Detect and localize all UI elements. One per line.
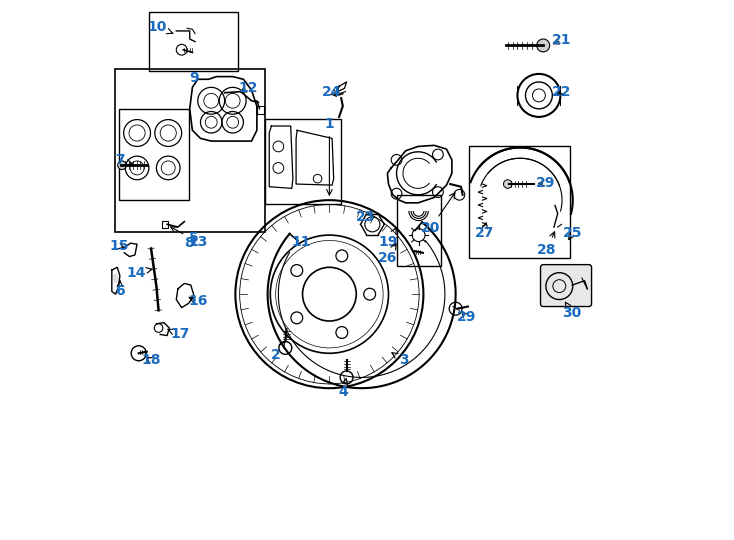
Text: 9: 9: [189, 71, 199, 85]
Text: 28: 28: [537, 232, 556, 256]
Text: 26: 26: [378, 244, 397, 265]
Bar: [265, 118, 341, 205]
Bar: [119, 109, 189, 200]
Text: 1: 1: [324, 117, 334, 195]
Bar: [396, 195, 441, 266]
Text: 30: 30: [562, 302, 582, 320]
Text: 4: 4: [338, 379, 348, 400]
Bar: [150, 12, 238, 71]
Text: 6: 6: [115, 281, 125, 299]
Text: 23: 23: [356, 211, 376, 224]
Text: 25: 25: [562, 226, 582, 240]
Text: 22: 22: [552, 85, 571, 99]
Text: 21: 21: [552, 33, 571, 47]
Text: 13: 13: [171, 227, 208, 249]
Circle shape: [504, 180, 512, 188]
Polygon shape: [112, 273, 119, 284]
Text: 29: 29: [536, 176, 555, 190]
Text: 10: 10: [148, 20, 172, 34]
Circle shape: [117, 161, 126, 170]
Bar: [115, 69, 265, 232]
Text: 7: 7: [115, 153, 132, 167]
Text: 8: 8: [184, 236, 194, 250]
Text: 20: 20: [421, 193, 455, 235]
Text: 5: 5: [189, 231, 199, 245]
Text: 16: 16: [188, 294, 208, 308]
Circle shape: [537, 39, 550, 52]
Text: 2: 2: [271, 342, 285, 362]
Text: 11: 11: [291, 235, 311, 249]
Text: 17: 17: [167, 327, 189, 341]
Bar: [469, 146, 570, 258]
Text: 27: 27: [474, 223, 494, 240]
Bar: [257, 106, 264, 114]
FancyBboxPatch shape: [540, 265, 592, 307]
Text: 14: 14: [126, 266, 152, 280]
Text: 18: 18: [141, 353, 161, 367]
Text: 15: 15: [109, 239, 128, 253]
Text: 19: 19: [379, 228, 398, 249]
Text: 24: 24: [322, 85, 342, 99]
Text: 29: 29: [457, 310, 476, 325]
Text: 3: 3: [392, 353, 408, 367]
Text: 12: 12: [238, 82, 258, 96]
Bar: [161, 220, 168, 228]
